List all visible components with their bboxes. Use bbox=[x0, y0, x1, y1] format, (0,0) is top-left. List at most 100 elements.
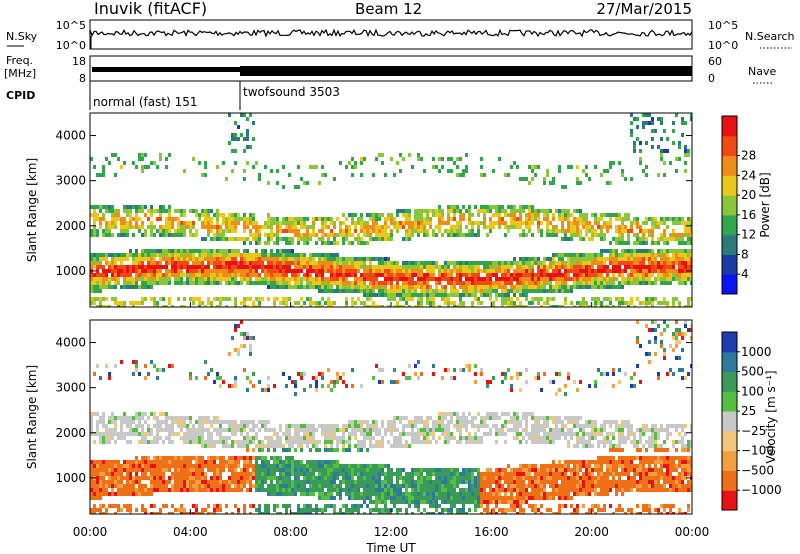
velocity-cell bbox=[186, 488, 189, 492]
power-cell bbox=[162, 257, 165, 261]
velocity-cell bbox=[345, 464, 348, 468]
power-cell bbox=[408, 209, 411, 213]
velocity-cell bbox=[243, 436, 246, 440]
power-cell bbox=[231, 257, 234, 261]
velocity-cell bbox=[90, 412, 93, 416]
power-cell bbox=[129, 225, 132, 229]
velocity-cell bbox=[105, 364, 108, 368]
power-cell bbox=[252, 213, 255, 217]
velocity-cell bbox=[216, 372, 219, 376]
velocity-cell bbox=[333, 488, 336, 492]
freq-label: Freq. bbox=[6, 54, 33, 67]
power-cell bbox=[549, 297, 552, 301]
velocity-cell bbox=[171, 416, 174, 420]
power-cell bbox=[684, 121, 687, 125]
power-cell bbox=[186, 221, 189, 225]
velocity-cell bbox=[264, 428, 267, 432]
power-cell bbox=[165, 253, 168, 257]
power-cell bbox=[627, 237, 630, 241]
power-cell bbox=[408, 225, 411, 229]
power-cell bbox=[264, 249, 267, 253]
power-cell bbox=[99, 257, 102, 261]
velocity-cell bbox=[108, 440, 111, 444]
velocity-cell bbox=[369, 464, 372, 468]
power-cell bbox=[141, 297, 144, 301]
power-cell bbox=[690, 237, 692, 241]
power-cell bbox=[414, 225, 417, 229]
velocity-cell bbox=[114, 416, 117, 420]
power-cell bbox=[390, 261, 393, 265]
power-cell bbox=[573, 265, 576, 269]
velocity-cell bbox=[213, 488, 216, 492]
power-cell bbox=[570, 253, 573, 257]
velocity-cell bbox=[108, 476, 111, 480]
power-cell bbox=[225, 225, 228, 229]
velocity-cell bbox=[327, 504, 330, 508]
power-cell bbox=[213, 225, 216, 229]
velocity-cell bbox=[102, 492, 105, 496]
power-cell bbox=[162, 297, 165, 301]
power-cell bbox=[507, 289, 510, 293]
power-cell bbox=[657, 265, 660, 269]
power-cell bbox=[489, 229, 492, 233]
power-cell bbox=[687, 233, 690, 237]
power-cell bbox=[399, 297, 402, 301]
velocity-cell bbox=[153, 468, 156, 472]
power-cell bbox=[468, 205, 471, 209]
power-cell bbox=[690, 249, 692, 253]
power-cell bbox=[549, 261, 552, 265]
power-cell bbox=[465, 165, 468, 169]
power-cell bbox=[141, 169, 144, 173]
power-cell bbox=[375, 237, 378, 241]
power-cell bbox=[492, 213, 495, 217]
velocity-cell bbox=[222, 480, 225, 484]
power-cell bbox=[507, 301, 510, 305]
power-cell bbox=[528, 213, 531, 217]
velocity-cell bbox=[363, 464, 366, 468]
power-cell bbox=[318, 229, 321, 233]
power-cell bbox=[564, 213, 567, 217]
power-cell bbox=[417, 233, 420, 237]
power-y-tick-label: 1000 bbox=[55, 264, 86, 278]
power-cell bbox=[315, 165, 318, 169]
velocity-cell bbox=[330, 484, 333, 488]
velocity-cell bbox=[126, 492, 129, 496]
power-cell bbox=[360, 221, 363, 225]
velocity-cell bbox=[129, 512, 132, 514]
power-cell bbox=[438, 169, 441, 173]
velocity-cell bbox=[231, 456, 234, 460]
velocity-cell bbox=[318, 496, 321, 500]
velocity-cell bbox=[186, 472, 189, 476]
power-cell bbox=[108, 253, 111, 257]
power-cell bbox=[495, 293, 498, 297]
power-cell bbox=[540, 233, 543, 237]
power-cell bbox=[285, 269, 288, 273]
power-cell bbox=[672, 301, 675, 305]
power-cell bbox=[327, 257, 330, 261]
power-cell bbox=[180, 257, 183, 261]
velocity-cell bbox=[348, 420, 351, 424]
power-cell bbox=[471, 305, 474, 307]
power-cell bbox=[456, 173, 459, 177]
power-cell bbox=[363, 261, 366, 265]
velocity-cell bbox=[351, 420, 354, 424]
power-cell bbox=[525, 277, 528, 281]
power-cell bbox=[495, 277, 498, 281]
velocity-cell bbox=[186, 464, 189, 468]
power-cell bbox=[384, 281, 387, 285]
power-cell bbox=[663, 273, 666, 277]
velocity-cell bbox=[207, 416, 210, 420]
velocity-cell bbox=[150, 484, 153, 488]
power-cell bbox=[444, 301, 447, 305]
power-cell bbox=[159, 217, 162, 221]
power-cell bbox=[207, 233, 210, 237]
power-cell bbox=[282, 237, 285, 241]
power-cell bbox=[270, 269, 273, 273]
power-cell bbox=[687, 261, 690, 265]
velocity-cell bbox=[195, 456, 198, 460]
power-cell bbox=[462, 269, 465, 273]
power-cell bbox=[150, 221, 153, 225]
velocity-cell bbox=[282, 432, 285, 436]
velocity-cell bbox=[300, 448, 303, 452]
power-cell bbox=[480, 269, 483, 273]
